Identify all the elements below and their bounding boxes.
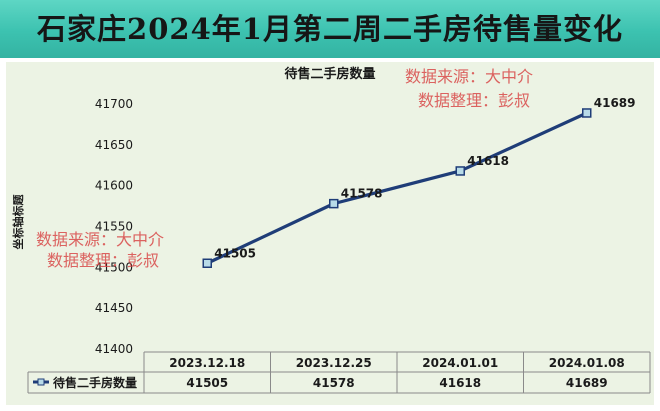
banner-title: 石家庄2024年1月第二周二手房待售量变化 xyxy=(37,12,623,46)
y-axis-label: 坐标轴标题 xyxy=(11,194,25,250)
data-point-marker xyxy=(582,108,592,118)
chart-area xyxy=(6,62,654,405)
table-cell-value: 41618 xyxy=(439,376,481,390)
data-labels: 41505 41578 41618 41689 xyxy=(214,96,635,260)
legend-marker-key xyxy=(37,378,45,386)
x-category-label: 2023.12.25 xyxy=(296,356,372,370)
watermark-source-right: 数据来源：大中介 xyxy=(405,67,533,86)
watermark-author-left: 数据整理：彭叔 xyxy=(47,251,159,270)
y-tick-label: 41400 xyxy=(95,342,133,356)
watermark-left: 数据来源：大中介 数据整理：彭叔 xyxy=(36,230,164,270)
data-label: 41505 xyxy=(214,246,256,260)
data-label: 41618 xyxy=(467,154,509,168)
legend-series-name: 待售二手房数量 xyxy=(53,375,137,390)
title-banner xyxy=(0,0,660,58)
y-tick-label: 41650 xyxy=(95,138,133,152)
x-category-label: 2024.01.01 xyxy=(422,356,498,370)
y-tick-label: 41500 xyxy=(95,260,133,274)
table-cell-value: 41578 xyxy=(313,376,355,390)
y-tick-label: 41450 xyxy=(95,301,133,315)
watermark-right: 数据来源：大中介 数据整理：彭叔 xyxy=(405,67,533,110)
data-point-marker xyxy=(455,166,465,176)
data-label: 41578 xyxy=(341,187,383,201)
data-table: 2023.12.18 2023.12.25 2024.01.01 2024.01.08… xyxy=(27,351,651,394)
watermark-author-right: 数据整理：彭叔 xyxy=(418,91,530,110)
data-point-marker xyxy=(329,198,339,209)
y-tick-label: 41700 xyxy=(95,97,133,111)
series-polyline xyxy=(206,111,588,265)
data-label: 41689 xyxy=(594,96,636,110)
y-tick-labels: 41400 41450 41500 41550 41600 41650 41700 xyxy=(95,97,133,356)
table-cell-value: 41689 xyxy=(566,376,608,390)
y-tick-label: 41550 xyxy=(95,220,133,234)
data-point-marker xyxy=(202,258,212,268)
chart-title: 待售二手房数量 xyxy=(283,66,375,82)
x-category-label: 2024.01.08 xyxy=(549,356,625,370)
x-category-label: 2023.12.18 xyxy=(169,356,245,370)
table-cell-value: 41505 xyxy=(186,376,228,390)
y-tick-label: 41600 xyxy=(95,179,133,193)
series-line xyxy=(202,108,592,268)
watermark-source-left: 数据来源：大中介 xyxy=(36,230,164,249)
